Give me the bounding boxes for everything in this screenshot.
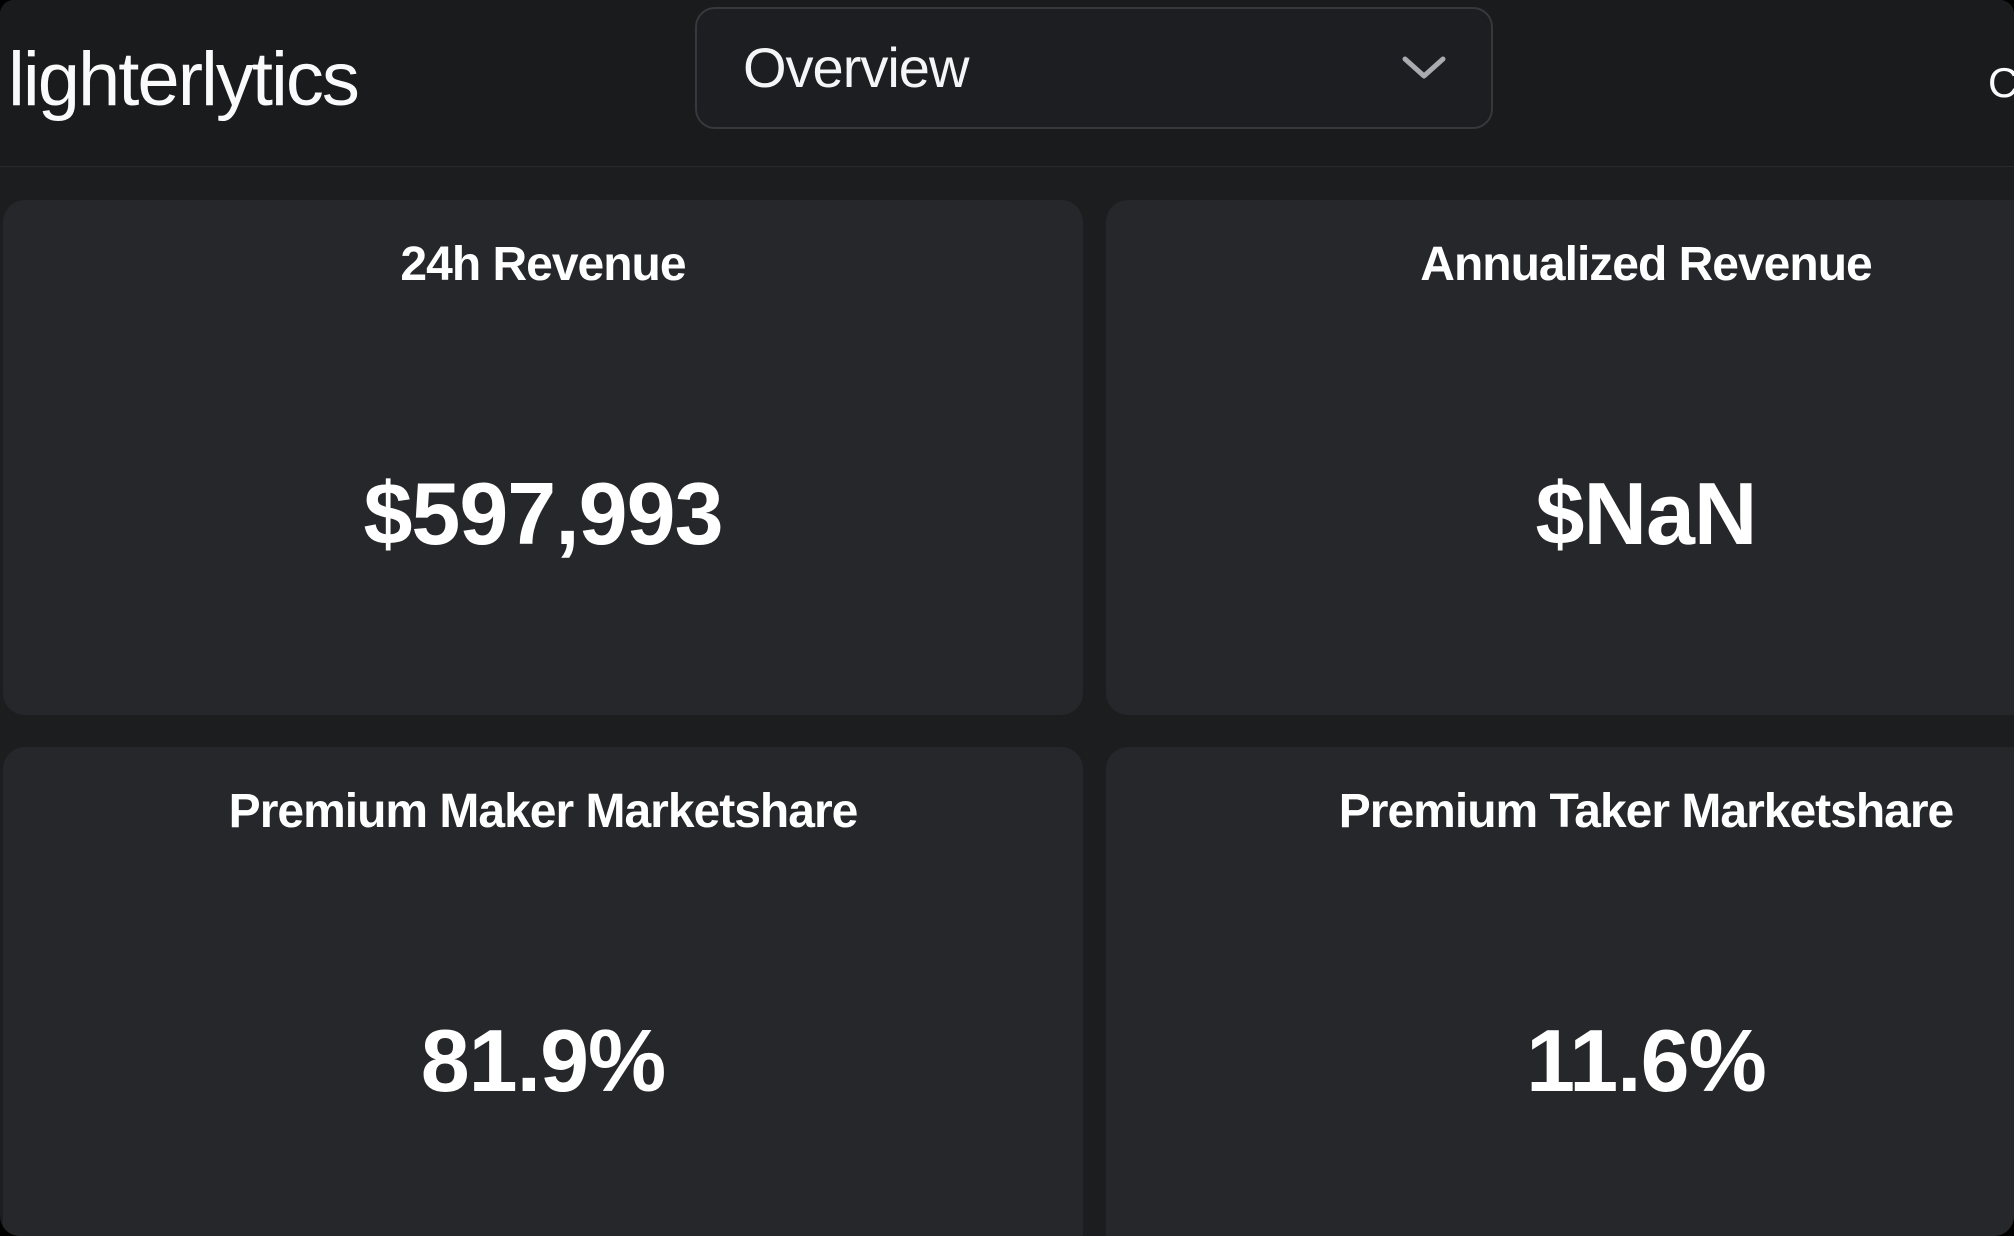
- logo[interactable]: lighterlytics: [8, 37, 360, 123]
- stat-card-title: 24h Revenue: [400, 238, 686, 291]
- chevron-down-icon: [1401, 55, 1447, 81]
- stats-grid: 24h Revenue $597,993 Annualized Revenue …: [3, 200, 2014, 1236]
- stat-card-value: 11.6%: [1526, 1011, 1767, 1110]
- stat-card-value: $597,993: [363, 464, 723, 563]
- stat-card-annualized-revenue: Annualized Revenue $NaN: [1106, 200, 2014, 715]
- stat-card-title: Premium Maker Marketshare: [228, 785, 859, 838]
- stat-card-value: $NaN: [1535, 464, 1758, 563]
- app-header: lighterlytics Overview C: [0, 0, 2014, 167]
- stat-card-24h-revenue: 24h Revenue $597,993: [3, 200, 1083, 715]
- view-selector-value: Overview: [743, 36, 969, 99]
- stat-card-value: 81.9%: [420, 1011, 667, 1110]
- stat-card-title: Premium Taker Marketshare: [1338, 785, 1954, 838]
- view-selector-dropdown[interactable]: Overview: [695, 7, 1493, 129]
- stat-card-premium-taker-marketshare: Premium Taker Marketshare 11.6%: [1106, 747, 2014, 1236]
- partial-button[interactable]: C: [1988, 59, 2014, 106]
- stat-card-title: Annualized Revenue: [1420, 238, 1872, 291]
- stat-card-premium-maker-marketshare: Premium Maker Marketshare 81.9%: [3, 747, 1083, 1236]
